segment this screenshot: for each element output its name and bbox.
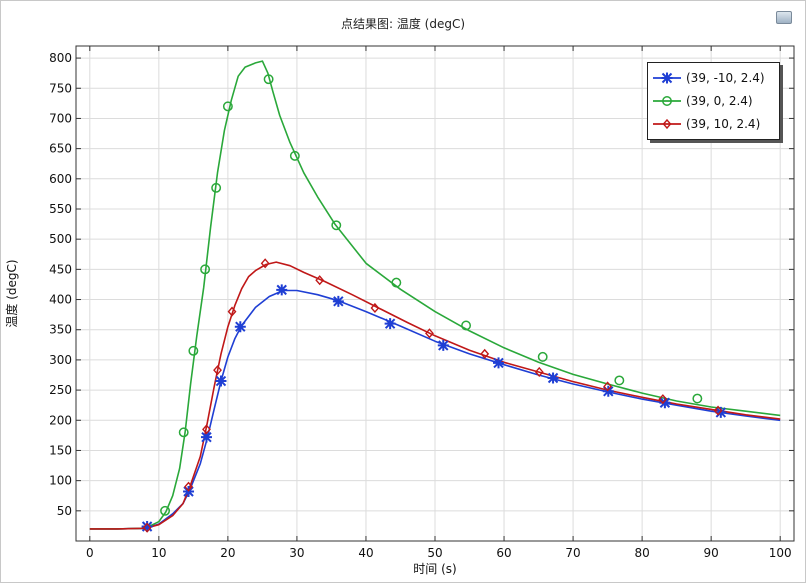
axes: 0 10 20 30 40 50 60 70 80 90 100 50 100 150 200 250 300 3… <box>49 45 795 560</box>
legend-item-3: (39, 10, 2.4) <box>648 112 779 135</box>
y-tick-label: 600 <box>49 172 72 186</box>
y-tick-label: 800 <box>49 51 72 65</box>
series-marker-1 <box>493 357 505 369</box>
legend-item-1: (39, -10, 2.4) <box>648 66 779 89</box>
y-tick-label: 550 <box>49 202 72 216</box>
series-marker-2 <box>178 427 189 438</box>
series-marker-3 <box>658 394 668 405</box>
y-tick-label: 350 <box>49 323 72 337</box>
series-marker-3 <box>534 366 544 378</box>
y-tick-label: 200 <box>49 413 72 427</box>
x-tick-label: 10 <box>151 546 166 560</box>
chart-title: 点结果图: 温度 (degC) <box>340 17 466 31</box>
series-marker-2 <box>263 74 274 85</box>
plot-window-icon[interactable] <box>776 11 792 24</box>
y-axis-label: 温度 (degC) <box>4 259 19 327</box>
series-marker-3 <box>213 365 222 376</box>
series-marker-3 <box>603 381 613 392</box>
series-marker-2 <box>211 182 222 193</box>
series-marker-2 <box>222 101 233 112</box>
series-marker-1 <box>547 372 559 384</box>
series-marker-2 <box>461 320 472 331</box>
series-marker-2 <box>614 375 625 386</box>
y-tick-label: 500 <box>49 232 72 246</box>
y-tick-label: 300 <box>49 353 72 367</box>
x-tick-label: 80 <box>634 546 649 560</box>
x-tick-label: 70 <box>565 546 580 560</box>
legend-swatch <box>653 95 681 106</box>
legend-marker <box>662 118 672 129</box>
x-tick-label: 50 <box>427 546 442 560</box>
x-tick-label: 90 <box>704 546 719 560</box>
legend-item-2: (39, 0, 2.4) <box>648 89 779 112</box>
series-markers <box>141 74 727 533</box>
series-marker-1 <box>200 431 212 443</box>
y-tick-label: 400 <box>49 293 72 307</box>
y-tick-label: 450 <box>49 262 72 276</box>
y-tick-label: 100 <box>49 474 72 488</box>
series-marker-1 <box>437 339 449 351</box>
series-marker-2 <box>331 220 342 231</box>
series-marker-2 <box>188 345 199 356</box>
series-marker-1 <box>602 385 614 397</box>
series-marker-2 <box>289 150 300 161</box>
series-marker-1 <box>384 318 396 330</box>
series-marker-1 <box>332 295 344 307</box>
series-marker-3 <box>315 275 325 286</box>
x-axis-label: 时间 (s) <box>413 562 456 576</box>
series-marker-3 <box>142 522 152 533</box>
y-tick-label: 50 <box>57 504 72 518</box>
x-tick-label: 60 <box>496 546 511 560</box>
series-marker-3 <box>184 481 193 492</box>
series-marker-3 <box>227 306 237 317</box>
series-line-2 <box>89 60 781 530</box>
series-marker-2 <box>160 505 171 516</box>
y-tick-label: 650 <box>49 142 72 156</box>
series-marker-1 <box>141 521 153 533</box>
series-marker-3 <box>713 405 723 416</box>
y-tick-label: 250 <box>49 383 72 397</box>
legend-label: (39, 0, 2.4) <box>686 93 753 108</box>
series-marker-3 <box>370 302 380 314</box>
legend-label: (39, -10, 2.4) <box>686 70 765 85</box>
series-marker-3 <box>202 424 211 435</box>
x-tick-label: 0 <box>86 546 94 560</box>
series-marker-3 <box>425 328 434 339</box>
series-marker-2 <box>200 264 211 275</box>
x-tick-label: 20 <box>220 546 235 560</box>
legend-label: (39, 10, 2.4) <box>686 116 761 131</box>
series-marker-1 <box>234 321 246 333</box>
series-marker-1 <box>215 375 227 387</box>
legend-marker <box>661 72 673 83</box>
y-tick-label: 150 <box>49 443 72 457</box>
legend-marker <box>662 95 672 106</box>
series-marker-1 <box>659 397 671 409</box>
x-tick-label: 30 <box>289 546 304 560</box>
series-marker-2 <box>537 351 548 362</box>
x-tick-label: 40 <box>358 546 373 560</box>
series-marker-1 <box>276 284 288 296</box>
legend-swatch <box>653 72 681 83</box>
legend-swatch <box>653 118 681 129</box>
chart-legend: (39, -10, 2.4) (39, 0, 2.4) (39, 10, 2.4) <box>647 62 780 140</box>
series-marker-2 <box>692 393 703 404</box>
series-marker-3 <box>260 258 270 269</box>
x-tick-label: 100 <box>769 546 792 560</box>
y-tick-label: 750 <box>49 81 72 95</box>
series-marker-3 <box>480 348 490 359</box>
y-tick-label: 700 <box>49 111 72 125</box>
series-marker-2 <box>391 277 402 288</box>
